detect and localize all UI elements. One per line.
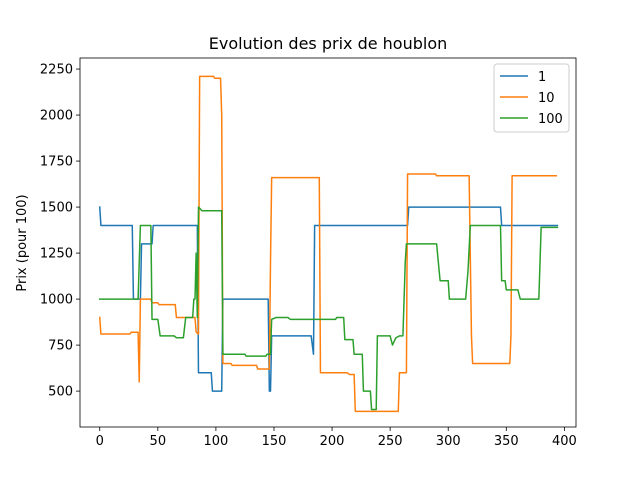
x-tick-label: 200 — [320, 434, 345, 449]
axes-layer: 0 50 100 150 200 250 300 350 400 500 750 1000 1250 15… — [40, 57, 577, 449]
y-tick-label: 1750 — [40, 155, 73, 170]
y-tick-label: 1250 — [40, 247, 73, 262]
x-tick-label: 250 — [378, 434, 403, 449]
y-tick-label: 2000 — [40, 109, 73, 124]
y-tick-label: 1500 — [40, 201, 73, 216]
plot-frame — [79, 57, 577, 428]
x-tick-label: 400 — [552, 434, 577, 449]
series-layer — [98, 75, 559, 413]
legend-label-1: 10 — [538, 91, 555, 106]
legend: 1 10 100 — [493, 63, 570, 133]
x-tick-label: 50 — [150, 434, 167, 449]
y-axis-title: Prix (pour 100) — [15, 194, 30, 291]
y-tick-label: 1000 — [40, 293, 73, 308]
x-tick-label: 300 — [436, 434, 461, 449]
legend-label-2: 100 — [538, 112, 563, 127]
chart-title: Evolution des prix de houblon — [209, 34, 448, 53]
legend-box — [493, 63, 570, 133]
x-tick-label: 0 — [96, 434, 104, 449]
series-line-2 — [99, 206, 559, 411]
y-tick-label: 750 — [48, 339, 73, 354]
x-tick-label: 150 — [262, 434, 287, 449]
y-tick-label: 2250 — [40, 63, 73, 78]
legend-label-0: 1 — [538, 70, 546, 85]
x-tick-label: 350 — [494, 434, 519, 449]
x-tick-label: 100 — [203, 434, 228, 449]
y-tick-label: 500 — [48, 385, 73, 400]
